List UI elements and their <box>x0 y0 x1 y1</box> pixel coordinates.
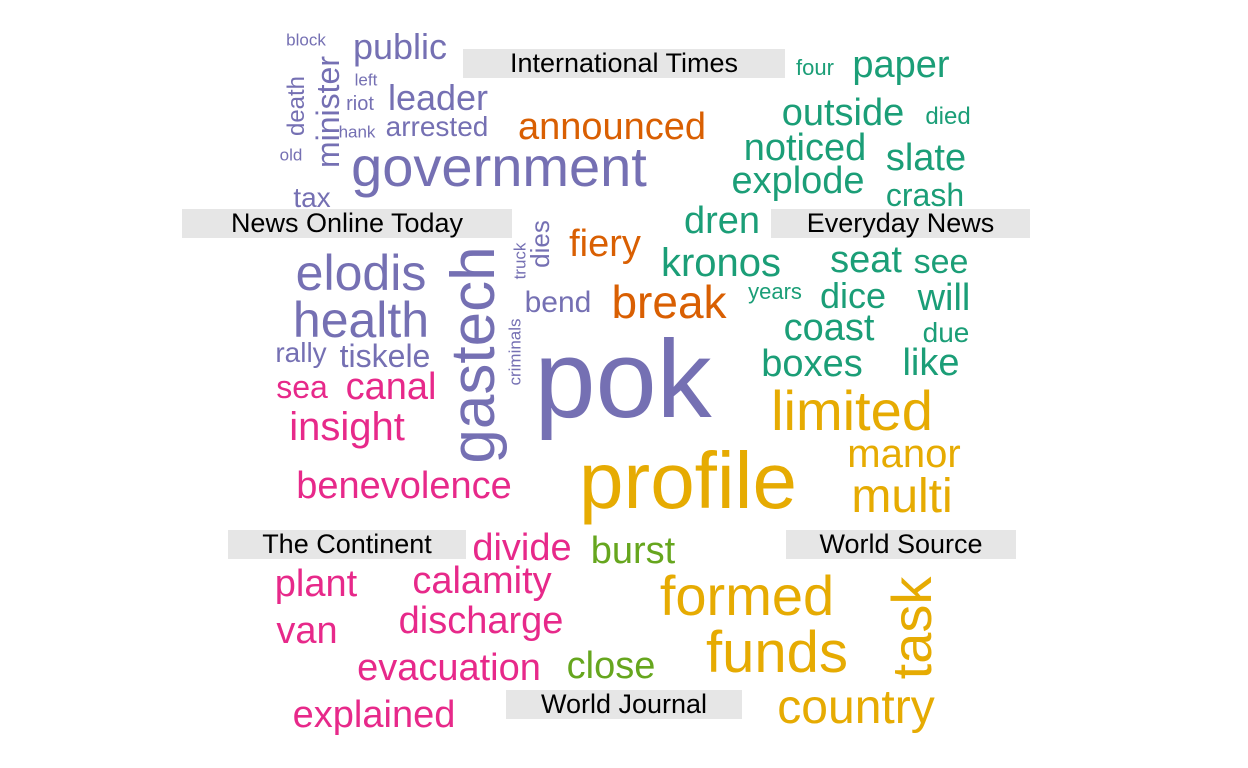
word-criminals: criminals <box>505 318 525 386</box>
word-divide: divide <box>472 527 572 569</box>
word-manor: manor <box>847 432 961 476</box>
word-four: four <box>796 55 834 80</box>
label-news-online-today: News Online Today <box>182 209 512 238</box>
word-dice: dice <box>819 275 887 316</box>
word-funds: funds <box>706 620 848 685</box>
word-outside: outside <box>781 92 905 134</box>
label-world-journal: World Journal <box>506 690 742 719</box>
word-explode: explode <box>731 160 865 202</box>
word-profile: profile <box>579 436 797 525</box>
label-world-source: World Source <box>786 530 1016 559</box>
word-health: health <box>292 292 430 348</box>
word-bend: bend <box>524 286 592 319</box>
word-block: block <box>286 30 326 50</box>
word-riot: riot <box>346 93 374 115</box>
word-government: government <box>351 135 647 198</box>
word-leader: leader <box>387 77 489 118</box>
word-boxes: boxes <box>761 343 863 385</box>
word-see: see <box>913 243 969 281</box>
word-kronos: kronos <box>660 241 782 285</box>
word-noticed: noticed <box>743 127 867 169</box>
label-international-times: International Times <box>463 49 785 78</box>
word-rally: rally <box>275 337 327 368</box>
word-minister: minister <box>310 55 346 169</box>
word-died: died <box>925 103 971 130</box>
word-canal: canal <box>345 366 437 408</box>
word-left: left <box>354 70 378 90</box>
label-the-continent: The Continent <box>228 530 466 559</box>
word-hank: hank <box>338 122 376 142</box>
word-slate: slate <box>885 137 967 179</box>
word-limited: limited <box>771 379 933 442</box>
word-old: old <box>279 145 303 165</box>
word-public: public <box>352 26 448 67</box>
word-evacuation: evacuation <box>357 647 541 689</box>
word-benevolence: benevolence <box>296 465 512 507</box>
word-dren: dren <box>683 200 761 242</box>
word-seat: seat <box>830 239 902 281</box>
word-plant: plant <box>274 563 358 605</box>
word-tiskele: tiskele <box>339 338 431 374</box>
word-discharge: discharge <box>398 600 564 642</box>
word-multi: multi <box>851 470 953 523</box>
word-coast: coast <box>783 307 875 349</box>
word-task: task <box>880 576 943 680</box>
word-tax: tax <box>293 182 331 213</box>
word-sea: sea <box>276 369 328 405</box>
word-years: years <box>748 279 802 304</box>
word-elodis: elodis <box>295 245 427 301</box>
word-burst: burst <box>590 530 676 572</box>
word-crash: crash <box>885 177 965 213</box>
word-fiery: fiery <box>569 223 641 265</box>
word-explained: explained <box>292 694 456 736</box>
word-formed: formed <box>659 564 835 627</box>
word-due: due <box>922 317 970 348</box>
label-everyday-news: Everyday News <box>771 209 1030 238</box>
word-death: death <box>283 75 310 137</box>
word-calamity: calamity <box>412 560 552 602</box>
word-will: will <box>917 277 971 319</box>
word-arrested: arrested <box>385 111 489 142</box>
word-van: van <box>276 610 338 652</box>
word-break: break <box>611 276 727 328</box>
word-country: country <box>777 681 935 734</box>
word-announced: announced <box>517 106 707 148</box>
word-close: close <box>566 645 656 687</box>
word-like: like <box>902 342 960 384</box>
word-insight: insight <box>289 405 405 449</box>
word-paper: paper <box>852 44 950 86</box>
word-dies: dies <box>525 220 555 268</box>
word-pok: pok <box>534 318 712 441</box>
word-gastech: gastech <box>439 246 508 464</box>
